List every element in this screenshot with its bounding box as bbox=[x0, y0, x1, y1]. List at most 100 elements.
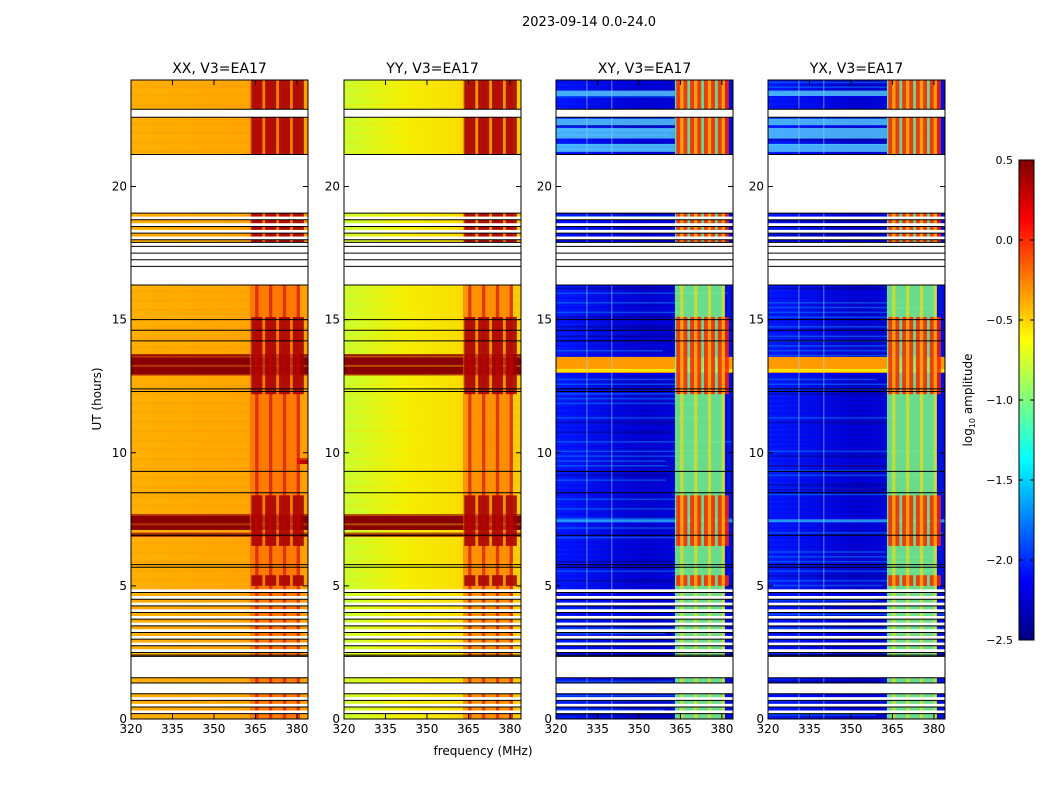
flag-stripe bbox=[131, 703, 308, 708]
heatmap-streak bbox=[768, 297, 890, 299]
flag-stripe bbox=[344, 256, 521, 260]
flag-stripe bbox=[344, 710, 521, 714]
panel-title: YX, V3=EA17 bbox=[809, 61, 904, 77]
heatmap-streak bbox=[556, 512, 713, 515]
flag-stripe bbox=[131, 629, 308, 633]
heatmap-streak bbox=[344, 420, 521, 423]
heatmap-streak bbox=[344, 560, 521, 563]
heatmap-streak bbox=[131, 551, 308, 554]
heatmap-streak bbox=[131, 532, 308, 535]
colorbar-tick-label: 0.5 bbox=[996, 154, 1014, 167]
panel-2: YY, V3=EA17 320 335 350 365 380 0 5 10 15 20 bbox=[325, 61, 522, 736]
y-tick-label: 15 bbox=[112, 313, 127, 327]
flagged-gap bbox=[556, 656, 733, 678]
colorbar-label-sub: 10 bbox=[968, 418, 977, 428]
heatmap-streak bbox=[768, 326, 900, 328]
x-tick-label: 365 bbox=[669, 722, 692, 736]
heatmap-streak bbox=[768, 455, 896, 457]
panel-title: YY, V3=EA17 bbox=[385, 61, 478, 77]
flagged-gap bbox=[768, 656, 945, 678]
heatmap-streak bbox=[768, 311, 903, 314]
heatmap-streak bbox=[768, 508, 918, 510]
flag-stripe bbox=[768, 589, 945, 593]
colorbar-tick-label: −0.5 bbox=[986, 314, 1013, 327]
heatmap-streak bbox=[556, 599, 698, 601]
heatmap-streak bbox=[556, 532, 683, 534]
flag-stripe bbox=[768, 710, 945, 714]
heatmap-streak bbox=[768, 522, 879, 525]
flag-stripe bbox=[556, 236, 733, 240]
x-tick-label: 320 bbox=[120, 722, 143, 736]
axes-frame bbox=[767, 79, 946, 720]
flag-stripe bbox=[556, 589, 733, 593]
heatmap-streak bbox=[556, 426, 719, 429]
heatmap-streak bbox=[556, 292, 728, 294]
x-tick-label: 335 bbox=[374, 722, 397, 736]
heatmap-band bbox=[768, 519, 945, 523]
rfi-channel-line bbox=[282, 80, 287, 719]
y-tick-label: 15 bbox=[537, 313, 552, 327]
flag-stripe bbox=[344, 615, 521, 620]
y-tick-label: 20 bbox=[325, 180, 340, 194]
heatmap-streak bbox=[556, 632, 666, 635]
heatmap-streak bbox=[768, 503, 905, 505]
heatmap-streak bbox=[556, 709, 665, 711]
x-tick-label: 320 bbox=[545, 722, 568, 736]
heatmap-streak bbox=[344, 411, 521, 414]
heatmap-streak bbox=[768, 421, 928, 424]
heatmap-streak bbox=[131, 467, 308, 470]
heatmap-streak bbox=[768, 464, 919, 467]
flag-stripe bbox=[556, 703, 733, 708]
heatmap-streak bbox=[768, 527, 897, 529]
x-tick-label: 320 bbox=[333, 722, 356, 736]
heatmap-streak bbox=[768, 512, 919, 515]
heatmap-streak bbox=[768, 436, 911, 438]
heatmap-streak bbox=[768, 402, 901, 405]
heatmap-streak bbox=[768, 412, 918, 414]
heatmap-streak bbox=[556, 695, 718, 697]
x-tick-label: 350 bbox=[628, 722, 651, 736]
heatmap-streak bbox=[131, 374, 308, 377]
flagged-gap bbox=[344, 154, 521, 214]
heatmap-streak bbox=[131, 495, 308, 498]
rfi-channel-line bbox=[495, 80, 500, 719]
y-tick-label: 0 bbox=[332, 712, 340, 726]
flagged-gap bbox=[556, 154, 733, 214]
flag-stripe bbox=[556, 216, 733, 220]
flag-stripe bbox=[556, 602, 733, 606]
heatmap-band bbox=[768, 118, 887, 126]
heatmap-streak bbox=[131, 122, 308, 125]
heatmap-streak bbox=[556, 560, 673, 563]
heatmap-band bbox=[556, 519, 733, 523]
heatmap-streak bbox=[344, 607, 521, 610]
heatmap-vline bbox=[823, 80, 825, 719]
heatmap-streak bbox=[768, 354, 927, 357]
heatmap-streak bbox=[131, 383, 308, 386]
heatmap-image bbox=[131, 80, 308, 719]
heatmap-streak bbox=[556, 647, 677, 649]
heatmap-band bbox=[556, 368, 733, 372]
x-tick-label: 320 bbox=[757, 722, 780, 736]
y-tick-label: 5 bbox=[119, 579, 127, 593]
flag-stripe bbox=[556, 595, 733, 600]
heatmap-streak bbox=[344, 486, 521, 489]
axes-frame bbox=[343, 79, 522, 720]
heatmap-band bbox=[296, 458, 308, 465]
heatmap-streak bbox=[768, 86, 923, 88]
flag-stripe bbox=[768, 602, 945, 606]
heatmap-streak bbox=[768, 100, 895, 103]
x-tick-label: 350 bbox=[840, 722, 863, 736]
colorbar-tick-label: −2.5 bbox=[986, 634, 1013, 647]
x-tick-label: 335 bbox=[161, 722, 184, 736]
heatmap-streak bbox=[556, 565, 695, 568]
heatmap-streak bbox=[768, 287, 893, 290]
rfi-channel-line bbox=[707, 80, 712, 719]
panel-1: XX, V3=EA17 320 335 350 365 380 0 5 10 15 20 bbox=[112, 61, 309, 736]
heatmap-streak bbox=[556, 77, 679, 79]
flag-stripe bbox=[768, 256, 945, 260]
heatmap-streak bbox=[768, 95, 889, 98]
flag-stripe bbox=[344, 263, 521, 267]
heatmap-streak bbox=[768, 599, 877, 601]
